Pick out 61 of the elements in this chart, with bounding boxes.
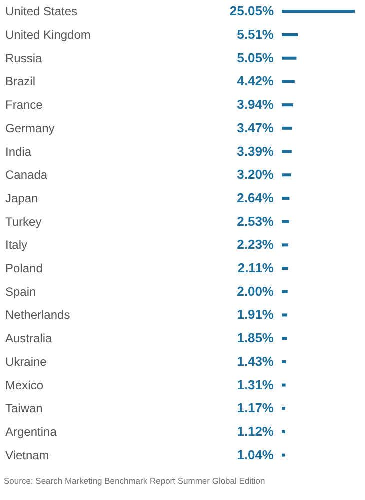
- y-tick-label: Brazil: [6, 74, 36, 89]
- data-label: 4.42%: [237, 74, 274, 89]
- data-label: 3.47%: [237, 120, 274, 136]
- bar: [282, 80, 295, 84]
- y-tick-label: India: [6, 144, 32, 159]
- bar: [282, 104, 294, 107]
- y-tick-label: Argentina: [6, 424, 58, 439]
- y-tick-label: Vietnam: [6, 448, 50, 462]
- bar: [282, 56, 297, 60]
- y-tick-label: Ukraine: [6, 354, 48, 369]
- data-label: 1.85%: [237, 330, 274, 346]
- data-label: 2.64%: [237, 190, 274, 206]
- bar: [282, 337, 288, 340]
- data-label: 5.51%: [237, 27, 274, 42]
- bar: [282, 454, 286, 457]
- data-label: 2.00%: [237, 284, 274, 299]
- bar: [282, 150, 292, 154]
- bar: [282, 34, 298, 37]
- bar: [282, 314, 288, 317]
- data-label: 1.12%: [237, 424, 274, 439]
- bar: [282, 360, 286, 364]
- bar: [282, 407, 286, 410]
- data-label: 1.91%: [237, 307, 274, 322]
- data-label: 2.23%: [237, 237, 274, 252]
- y-tick-label: Canada: [6, 168, 48, 182]
- data-label: 1.43%: [237, 354, 274, 369]
- y-tick-label: Spain: [6, 284, 36, 299]
- data-label: 3.20%: [237, 167, 274, 182]
- y-tick-label: Italy: [6, 238, 28, 252]
- bar: [282, 10, 355, 14]
- y-tick-label: Germany: [6, 121, 55, 136]
- data-label: 3.39%: [237, 144, 274, 159]
- data-label: 1.04%: [237, 447, 274, 462]
- y-tick-label: France: [6, 98, 44, 112]
- bar: [282, 267, 288, 270]
- y-tick-label: Poland: [6, 262, 43, 276]
- data-label: 5.05%: [237, 50, 274, 66]
- bar: [282, 290, 288, 294]
- y-tick-label: Russia: [6, 51, 43, 66]
- y-tick-label: Taiwan: [6, 402, 43, 416]
- data-label: 2.53%: [237, 214, 274, 229]
- data-label: 2.11%: [238, 260, 274, 276]
- bar: [282, 126, 292, 130]
- bar: [282, 220, 290, 224]
- data-label: 1.17%: [237, 400, 274, 416]
- bar: [282, 174, 292, 177]
- y-tick-label: Japan: [6, 191, 38, 206]
- data-label: 1.31%: [237, 377, 274, 392]
- y-tick-label: United Kingdom: [6, 28, 91, 42]
- y-tick-label: Australia: [6, 332, 53, 346]
- data-label: 25.05%: [230, 4, 274, 19]
- bar: [282, 384, 286, 387]
- bar: [282, 430, 286, 434]
- bar: [282, 196, 290, 200]
- data-label: 3.94%: [237, 97, 274, 112]
- source-note: Source: Search Marketing Benchmark Report Summer Global Edition: [4, 476, 266, 486]
- y-tick-label: United States: [6, 4, 78, 19]
- y-tick-label: Turkey: [6, 214, 42, 229]
- y-tick-label: Mexico: [6, 378, 44, 392]
- y-tick-label: Netherlands: [6, 308, 70, 322]
- bar: [282, 244, 288, 247]
